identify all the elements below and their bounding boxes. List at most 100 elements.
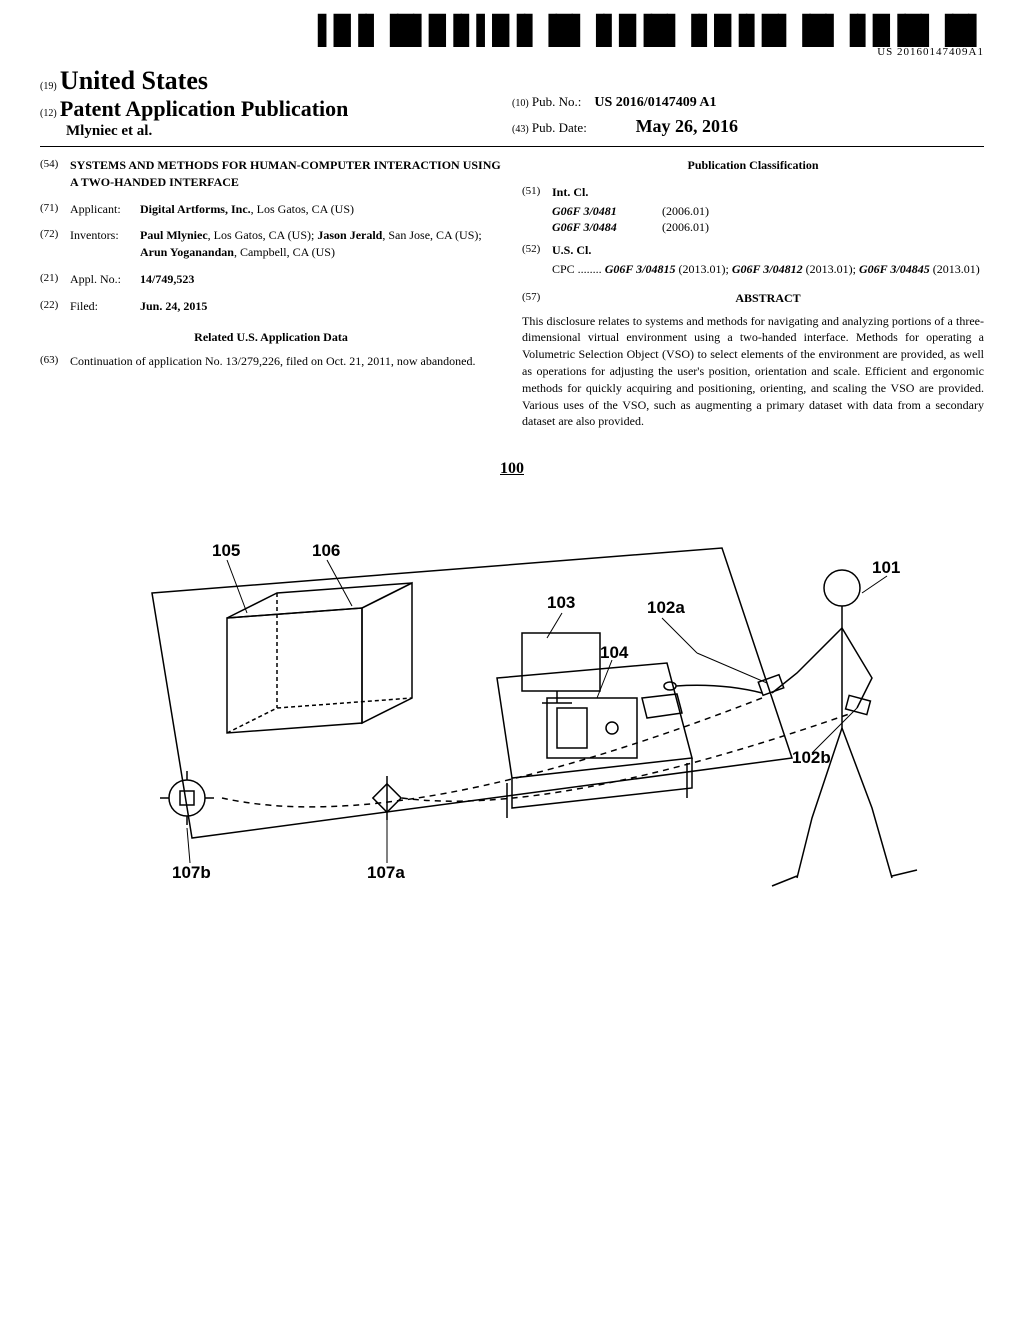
applno-row: (21) Appl. No.: 14/749,523: [40, 271, 502, 288]
cpc3-date: (2013.01): [930, 262, 980, 276]
cpc1-date: (2013.01);: [675, 262, 731, 276]
inv2-name: Jason Jerald: [317, 228, 382, 242]
code-19: (19): [40, 81, 57, 92]
abstract-label: ABSTRACT: [552, 290, 984, 307]
intcl-row: (51) Int. Cl.: [522, 184, 984, 201]
uscl-row: (52) U.S. Cl.: [522, 242, 984, 259]
label-106: 106: [312, 541, 340, 560]
computer-button: [606, 722, 618, 734]
leader-106: [327, 560, 352, 606]
continuation-row: (63) Continuation of application No. 13/…: [40, 353, 502, 370]
country-line: (19) United States: [40, 66, 512, 96]
barcode-text: US 20160147409A1: [40, 46, 984, 58]
computer-drive: [557, 708, 587, 748]
controller-102a: [758, 675, 783, 696]
cpc3-sym: G06F 3/04845: [859, 262, 930, 276]
person-foot-left: [772, 876, 797, 886]
filed-code: (22): [40, 298, 70, 315]
applno-label: Appl. No.:: [70, 271, 140, 288]
label-101: 101: [872, 558, 900, 577]
leader-102a-2: [697, 653, 767, 683]
filed-row: (22) Filed: Jun. 24, 2015: [40, 298, 502, 315]
cpc-line: CPC ........ G06F 3/04815 (2013.01); G06…: [552, 261, 984, 278]
person-arm-right: [842, 628, 872, 708]
label-107a: 107a: [367, 863, 405, 882]
label-103: 103: [547, 593, 575, 612]
header: (19) United States (12) Patent Applicati…: [40, 66, 984, 147]
vcontroller-107b: [160, 771, 214, 825]
intcl-code: (51): [522, 184, 552, 201]
pub-date-line: (43) Pub. Date: May 26, 2016: [512, 113, 984, 140]
computer-104: [547, 698, 637, 758]
code-12: (12): [40, 108, 57, 119]
label-102b: 102b: [792, 748, 831, 767]
abstract-code: (57): [522, 290, 552, 307]
intcl-label: Int. Cl.: [552, 184, 612, 201]
related-header: Related U.S. Application Data: [40, 329, 502, 346]
applno-code: (21): [40, 271, 70, 288]
leader-103: [547, 613, 562, 638]
title-row: (54) SYSTEMS AND METHODS FOR HUMAN-COMPU…: [40, 157, 502, 191]
leader-101: [862, 576, 887, 593]
track-line-2: [402, 713, 852, 801]
applicant-value: Digital Artforms, Inc., Los Gatos, CA (U…: [140, 201, 502, 218]
title-code: (54): [40, 157, 70, 191]
figure-svg: 105 106 103 102a 101 104 102b 107a 107b: [102, 498, 922, 918]
abstract-text: This disclosure relates to systems and m…: [522, 313, 984, 431]
person-head: [824, 570, 860, 606]
inv3-name: Arun Yoganandan: [140, 245, 234, 259]
leader-107b: [187, 828, 190, 863]
leader-102b: [812, 708, 857, 753]
cube-side: [362, 583, 412, 723]
cube-hidden1: [227, 698, 412, 733]
pub-no: US 2016/0147409 A1: [594, 95, 716, 110]
inventors-code: (72): [40, 227, 70, 261]
applno: 14/749,523: [140, 271, 502, 288]
intcl1-date: (2006.01): [662, 203, 984, 220]
filed-date: Jun. 24, 2015: [140, 298, 502, 315]
intcl2-date: (2006.01): [662, 219, 984, 236]
figure: 100: [40, 460, 984, 922]
code-10: (10): [512, 98, 529, 109]
figure-number: 100: [40, 460, 984, 478]
desk-top: [497, 663, 692, 778]
title: SYSTEMS AND METHODS FOR HUMAN-COMPUTER I…: [70, 157, 502, 191]
pub-no-label: Pub. No.:: [532, 94, 581, 109]
mouse-cord: [676, 685, 762, 693]
cont-text: Continuation of application No. 13/279,2…: [70, 353, 502, 370]
pub-type-line: (12) Patent Application Publication: [40, 96, 512, 122]
authors: Mlyniec et al.: [66, 123, 512, 140]
inventors-label: Inventors:: [70, 227, 140, 261]
pub-date-label: Pub. Date:: [532, 120, 587, 135]
label-107b: 107b: [172, 863, 211, 882]
pub-no-line: (10) Pub. No.: US 2016/0147409 A1: [512, 92, 984, 113]
applicant-code: (71): [40, 201, 70, 218]
inventors-row: (72) Inventors: Paul Mlyniec, Los Gatos,…: [40, 227, 502, 261]
leader-102a: [662, 618, 697, 653]
display-outline: [152, 548, 792, 838]
person-foot-right: [892, 870, 917, 876]
label-105: 105: [212, 541, 240, 560]
header-left: (19) United States (12) Patent Applicati…: [40, 66, 512, 140]
inv3-loc: , Campbell, CA (US): [234, 245, 335, 259]
country: United States: [60, 66, 208, 95]
body: (54) SYSTEMS AND METHODS FOR HUMAN-COMPU…: [40, 157, 984, 430]
applicant-row: (71) Applicant: Digital Artforms, Inc., …: [40, 201, 502, 218]
left-column: (54) SYSTEMS AND METHODS FOR HUMAN-COMPU…: [40, 157, 502, 430]
cube-front: [227, 608, 362, 733]
label-102a: 102a: [647, 598, 685, 617]
person-leg-right: [842, 728, 892, 878]
mouse: [664, 682, 676, 690]
cpc2-date: (2013.01);: [803, 262, 859, 276]
right-column: Publication Classification (51) Int. Cl.…: [522, 157, 984, 430]
abstract-header-row: (57) ABSTRACT: [522, 290, 984, 307]
filed-label: Filed:: [70, 298, 140, 315]
cpc2-sym: G06F 3/04812: [732, 262, 803, 276]
uscl-code: (52): [522, 242, 552, 259]
inv2-loc: , San Jose, CA (US);: [382, 228, 481, 242]
cpc1-sym: G06F 3/04815: [605, 262, 676, 276]
applicant-name: Digital Artforms, Inc.: [140, 202, 251, 216]
cube-top: [227, 583, 412, 618]
header-right: (10) Pub. No.: US 2016/0147409 A1 (43) P…: [512, 92, 984, 140]
cpc-prefix: CPC ........: [552, 262, 602, 276]
